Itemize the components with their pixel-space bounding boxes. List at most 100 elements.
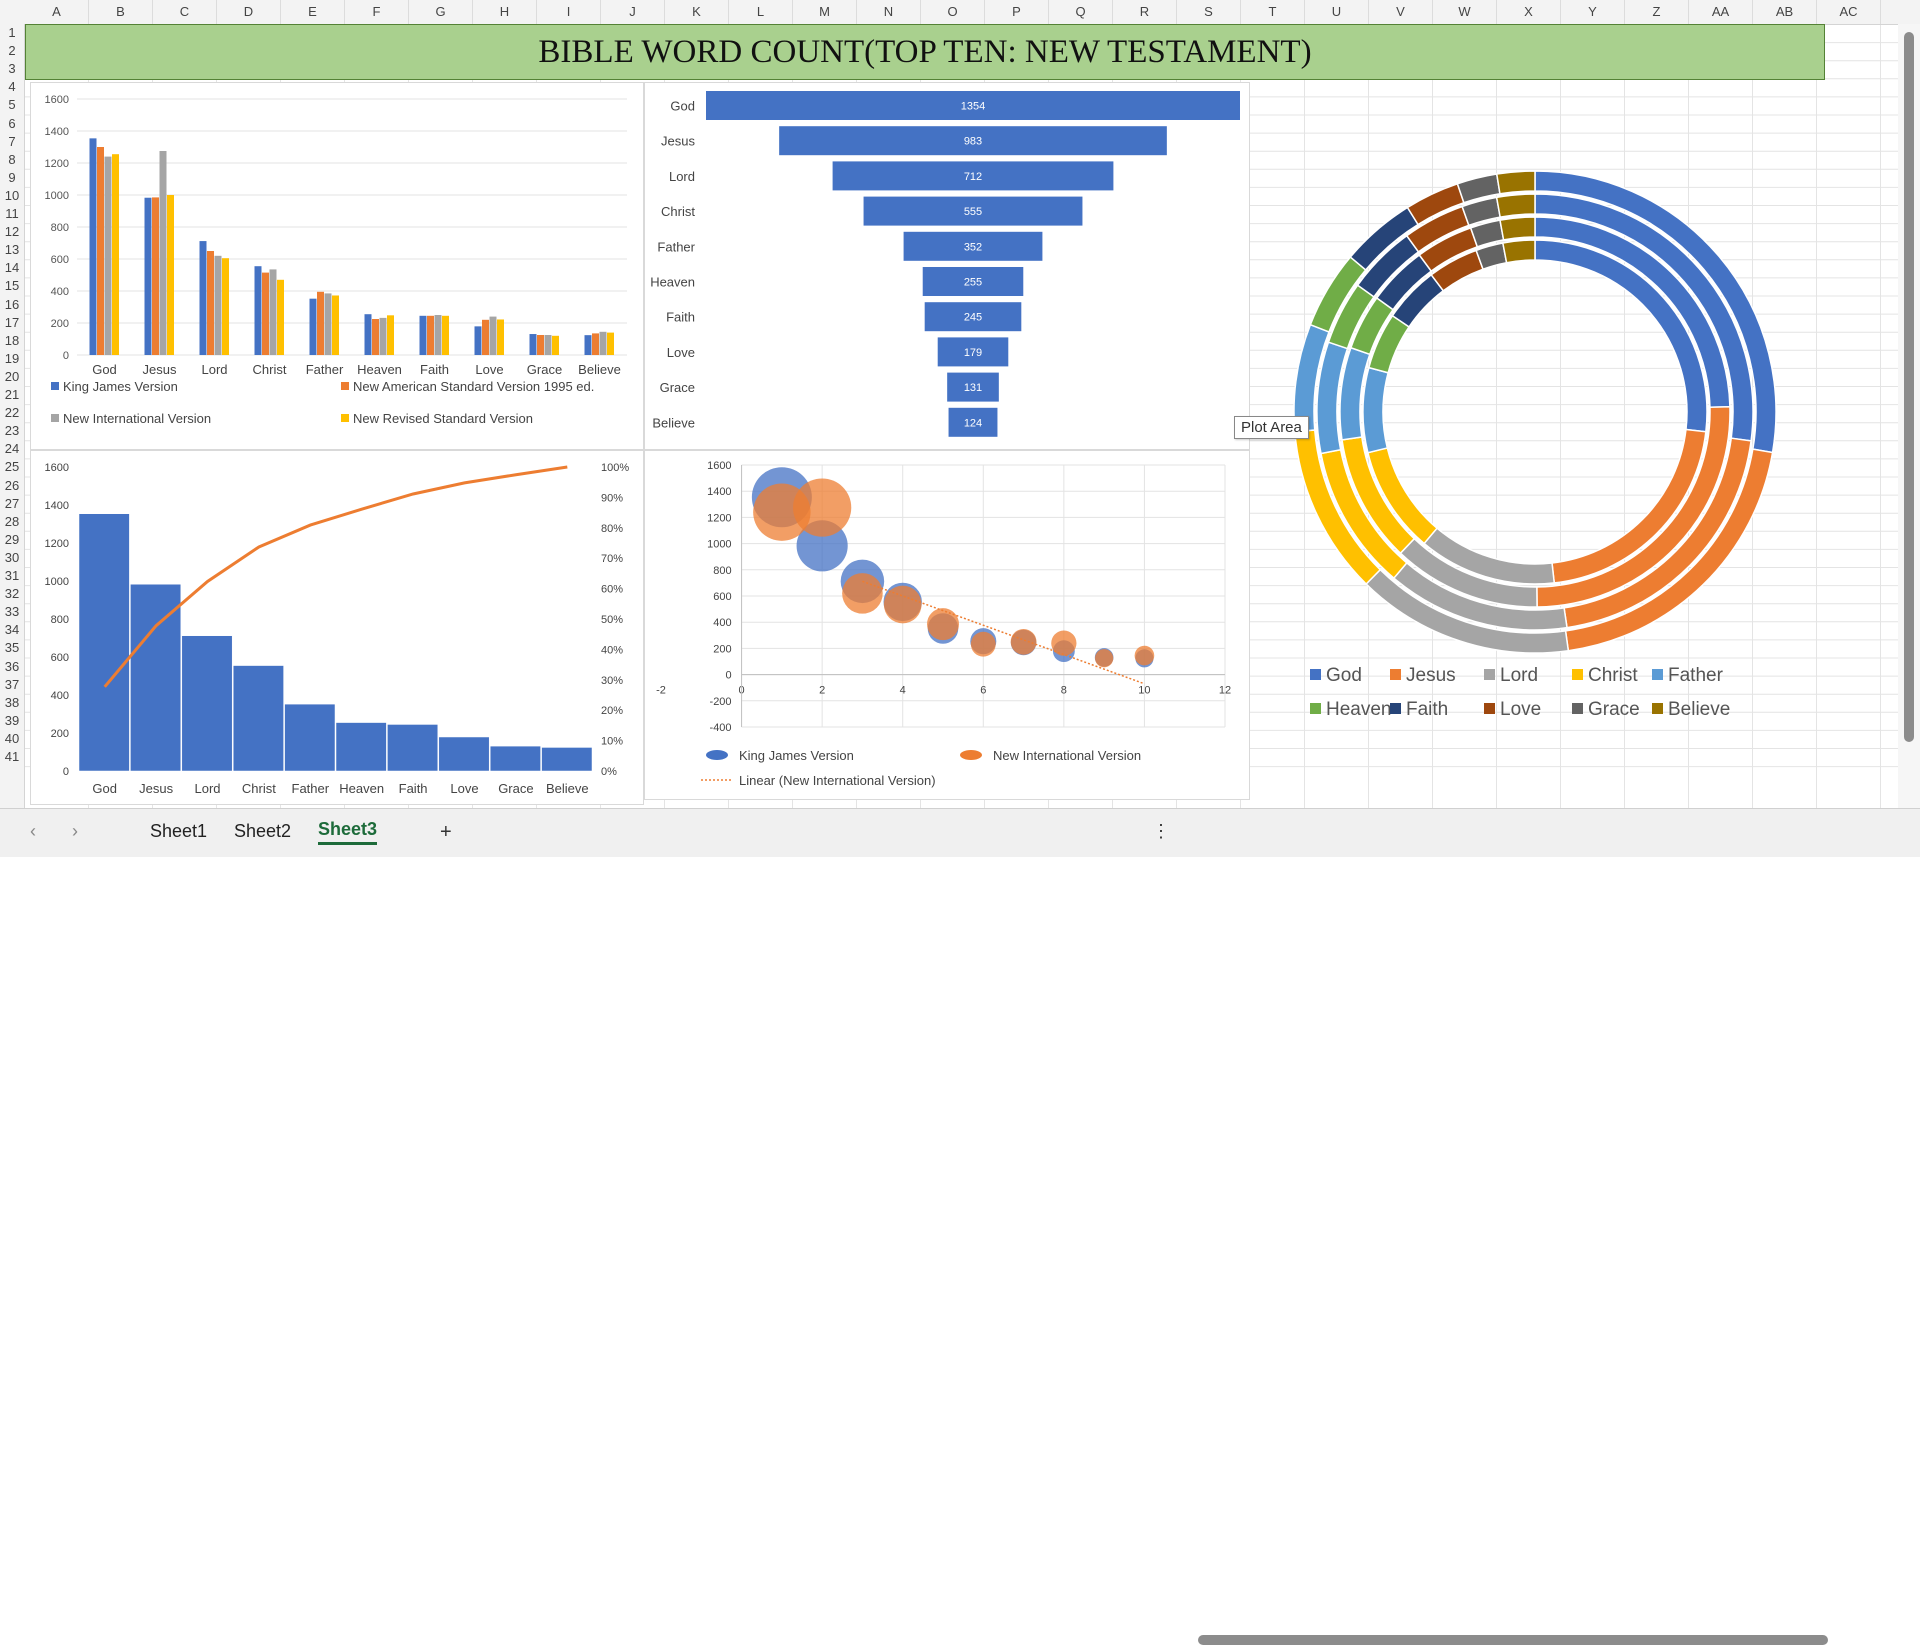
bubble-chart[interactable]: -400-20002004006008001000120014001600-20… [644, 450, 1250, 800]
bubble[interactable] [842, 573, 883, 614]
clustered-bar-chart[interactable]: 0 200 400 600 800 1000 1200 1400 1600 God Jesus Lor… [30, 82, 644, 450]
column-header[interactable]: Y [1561, 0, 1625, 24]
bar[interactable] [232, 665, 284, 772]
row-header[interactable]: 24 [4, 441, 20, 457]
horizontal-scroll-thumb[interactable] [1198, 1635, 1828, 1645]
row-header[interactable]: 17 [4, 314, 20, 330]
bar[interactable] [544, 335, 552, 355]
row-header[interactable]: 39 [4, 712, 20, 728]
row-header[interactable]: 6 [8, 115, 16, 131]
row-header[interactable]: 31 [4, 568, 20, 583]
row-header[interactable]: 36 [4, 658, 20, 674]
bar[interactable] [222, 258, 229, 355]
row-header[interactable]: 40 [4, 730, 20, 746]
row-header[interactable]: 8 [8, 151, 16, 167]
row-header[interactable]: 11 [5, 206, 19, 221]
funnel-bar[interactable] [937, 337, 1009, 367]
bar[interactable] [254, 266, 262, 355]
bar[interactable] [78, 513, 130, 772]
bar[interactable] [159, 151, 167, 355]
bar[interactable] [277, 279, 284, 355]
column-header[interactable]: F [345, 0, 409, 24]
bar[interactable] [379, 317, 387, 355]
column-header[interactable]: E [281, 0, 345, 24]
bar[interactable] [537, 335, 544, 355]
row-header[interactable]: 28 [4, 513, 20, 529]
column-header[interactable]: R [1113, 0, 1177, 24]
bar[interactable] [181, 635, 233, 772]
bar[interactable] [130, 583, 182, 772]
bubble[interactable] [793, 478, 852, 537]
funnel-bar[interactable] [779, 126, 1167, 156]
row-header[interactable]: 19 [4, 350, 20, 366]
bubble[interactable] [1095, 649, 1114, 668]
add-sheet-button[interactable]: + [440, 821, 452, 843]
row-header[interactable]: 32 [4, 586, 20, 602]
bar[interactable] [207, 251, 214, 355]
row-header[interactable]: 13 [4, 242, 20, 258]
row-header[interactable]: 5 [8, 97, 16, 113]
column-header[interactable]: AC [1817, 0, 1881, 24]
bar[interactable] [364, 314, 372, 355]
bubble[interactable] [970, 631, 996, 657]
column-header[interactable]: T [1241, 0, 1305, 24]
bar[interactable] [529, 334, 537, 355]
bar[interactable] [112, 154, 119, 355]
bar[interactable] [584, 335, 592, 355]
column-header[interactable]: V [1369, 0, 1433, 24]
funnel-chart[interactable]: 1354 God 983 Jesus 712 Lord 555 Christ 352 Father… [644, 82, 1250, 450]
funnel-bar[interactable] [948, 407, 998, 437]
row-header[interactable]: 38 [4, 694, 20, 710]
row-header[interactable]: 20 [4, 368, 20, 384]
bar[interactable] [552, 335, 559, 355]
row-header[interactable]: 37 [4, 676, 20, 692]
row-header[interactable]: 30 [4, 549, 20, 565]
column-header[interactable]: G [409, 0, 473, 24]
row-header[interactable]: 9 [8, 169, 16, 185]
row-header[interactable]: 3 [8, 61, 16, 77]
bar[interactable] [167, 195, 174, 355]
bar[interactable] [104, 156, 112, 355]
funnel-bar[interactable] [947, 372, 999, 402]
row-header[interactable]: 14 [4, 260, 20, 276]
column-header[interactable]: Q [1049, 0, 1113, 24]
bubble[interactable] [1010, 628, 1037, 655]
bubble[interactable] [1051, 630, 1077, 656]
row-header[interactable]: 27 [4, 495, 20, 511]
bar[interactable] [482, 319, 489, 355]
funnel-bar[interactable] [863, 196, 1083, 226]
column-header[interactable]: D [217, 0, 281, 24]
bar[interactable] [599, 331, 607, 355]
row-header[interactable]: 33 [4, 604, 20, 620]
column-header[interactable]: AB [1753, 0, 1817, 24]
funnel-bar[interactable] [903, 231, 1043, 261]
bar[interactable] [309, 298, 317, 355]
bar[interactable] [541, 747, 593, 772]
bar[interactable] [199, 241, 207, 355]
sheet-title-cell[interactable]: BIBLE WORD COUNT(TOP TEN: NEW TESTAMENT) [25, 24, 1825, 80]
bar[interactable] [427, 315, 434, 355]
row-header[interactable]: 2 [8, 43, 16, 59]
column-header[interactable]: M [793, 0, 857, 24]
column-header[interactable]: K [665, 0, 729, 24]
tab-sheet2[interactable]: Sheet2 [234, 821, 292, 841]
column-header[interactable]: AA [1689, 0, 1753, 24]
column-header[interactable]: X [1497, 0, 1561, 24]
column-header[interactable]: S [1177, 0, 1241, 24]
bar[interactable] [438, 736, 490, 772]
funnel-bar[interactable] [922, 267, 1024, 296]
row-header[interactable]: 26 [4, 477, 20, 493]
doughnut-segment[interactable] [1469, 219, 1505, 248]
column-header[interactable]: J [601, 0, 665, 24]
funnel-bar[interactable] [832, 161, 1114, 191]
column-header[interactable]: L [729, 0, 793, 24]
tab-sheet3[interactable]: Sheet3 [318, 819, 378, 845]
bar[interactable] [387, 724, 439, 772]
bar[interactable] [434, 315, 442, 355]
row-header[interactable]: 1 [8, 25, 16, 40]
more-menu-button[interactable]: ⋮ [1152, 821, 1170, 841]
bar[interactable] [97, 147, 104, 355]
funnel-bar[interactable] [924, 302, 1022, 332]
column-header[interactable]: O [921, 0, 985, 24]
bubble[interactable] [927, 608, 959, 641]
